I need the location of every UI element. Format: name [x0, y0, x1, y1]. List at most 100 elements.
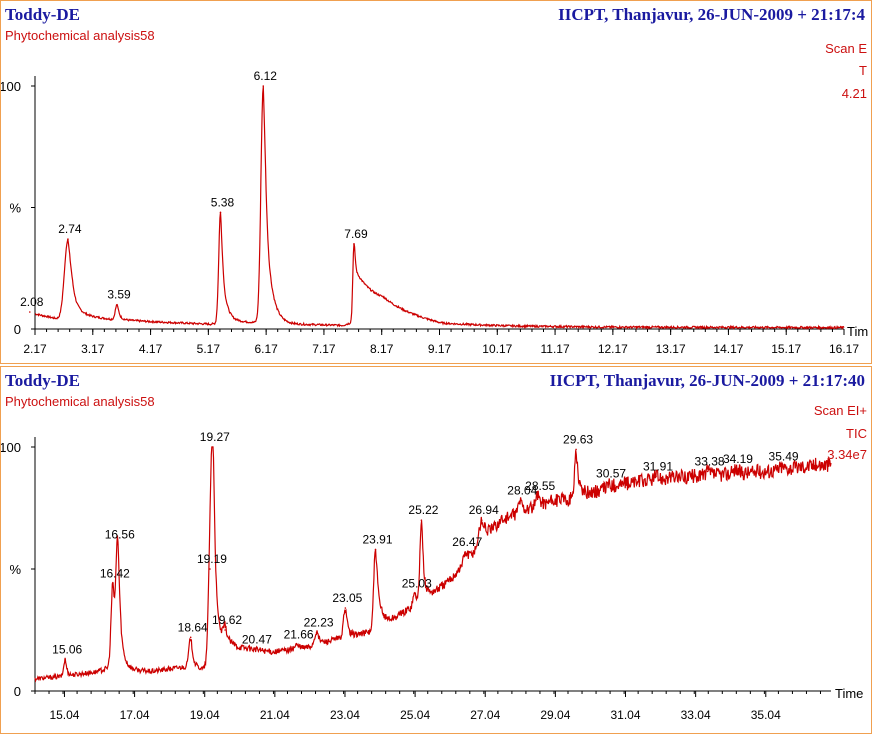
intensity-value: 3.34e7 — [827, 447, 867, 462]
peak-point — [116, 303, 118, 306]
x-tick-label: 21.04 — [260, 708, 290, 722]
x-tick-label: 9.17 — [428, 342, 452, 356]
peak-label: 34.19 — [723, 452, 753, 466]
peak-point — [254, 648, 256, 651]
x-tick-label: 15.17 — [771, 342, 801, 356]
peak-point — [116, 543, 119, 546]
x-tick-label: 31.04 — [610, 708, 640, 722]
peak-point — [295, 643, 298, 646]
peak-label: 6.12 — [254, 69, 278, 83]
peak-point — [608, 482, 610, 485]
peak-point — [211, 446, 214, 448]
peak-label: 3.59 — [107, 288, 131, 302]
scan-mode: Scan EI+ — [813, 403, 867, 418]
peak-label: 20.47 — [242, 633, 272, 647]
x-tick-label: 7.17 — [312, 342, 336, 356]
peak-label: 35.49 — [769, 450, 799, 464]
peak-label: 7.69 — [344, 227, 368, 241]
y-tick-label: 0 — [14, 684, 21, 699]
peak-point — [464, 551, 467, 553]
analysis-subtitle: Phytochemical analysis58 — [5, 28, 155, 43]
peak-point — [353, 243, 355, 245]
peak-label: 31.91 — [643, 459, 673, 473]
y-tick-label: 100 — [1, 79, 21, 94]
peak-label: 22.23 — [304, 615, 334, 629]
x-tick-label: 8.17 — [370, 342, 394, 356]
peak-point — [480, 519, 483, 521]
peak-point — [735, 468, 737, 470]
x-tick-label: 13.17 — [656, 342, 686, 356]
lab-date-header: IICPT, Thanjavur, 26-JUN-2009 + 21:17:40 — [549, 371, 865, 390]
peak-point — [209, 568, 211, 570]
peak-point — [374, 548, 377, 551]
x-tick-label: 11.17 — [541, 342, 570, 356]
peak-label: 33.38 — [695, 454, 725, 468]
x-tick-label: 3.17 — [81, 342, 105, 356]
sample-title: Toddy-DE — [5, 5, 80, 24]
x-tick-label: 10.17 — [482, 342, 512, 356]
y-tick-label: 100 — [1, 440, 21, 455]
peak-label: 25.22 — [408, 503, 438, 517]
peak-label: 18.64 — [178, 620, 208, 634]
peak-point — [413, 592, 416, 595]
peak-label: 26.47 — [452, 535, 482, 549]
chromatogram-plot-bottom: 0% 100 15.04 17.04 19.04 21.04 23.04 25.04 27.04… — [1, 430, 863, 722]
x-tick-label: 16.17 — [829, 342, 859, 356]
peak-label: 28.55 — [525, 479, 555, 493]
chromatogram-panel-top: Toddy-DE IICPT, Thanjavur, 26-JUN-2009 +… — [0, 0, 872, 364]
peak-point — [219, 211, 222, 214]
y-tick-label: 0 — [14, 322, 21, 337]
chromatogram-panel-bottom: Toddy-DE IICPT, Thanjavur, 26-JUN-2009 +… — [0, 366, 872, 734]
peak-point — [67, 238, 69, 240]
x-tick-label: 19.04 — [190, 708, 220, 722]
peak-label: 26.94 — [469, 503, 499, 517]
peak-label: 15.06 — [52, 642, 82, 656]
trace-type: TIC — [846, 426, 867, 441]
peak-point — [64, 658, 66, 661]
peak-label: 23.05 — [332, 591, 362, 605]
peak-label: 25.03 — [402, 576, 432, 590]
x-tick-label: 5.17 — [197, 342, 221, 356]
trace-type: T — [859, 63, 867, 78]
peak-label: 19.27 — [200, 430, 230, 444]
x-tick-label: 15.04 — [49, 708, 79, 722]
scan-mode: Scan E — [825, 41, 867, 56]
peak-label: 19.62 — [212, 613, 242, 627]
tic-trace — [35, 86, 845, 331]
x-tick-label: 27.04 — [470, 708, 500, 722]
x-tick-label: 12.17 — [598, 342, 628, 356]
peak-label: 5.38 — [211, 195, 235, 209]
x-tick-label: 33.04 — [681, 708, 711, 722]
peak-label: 2.74 — [58, 222, 82, 236]
peak-point — [262, 85, 265, 87]
x-tick-label: 35.04 — [751, 708, 781, 722]
peak-label: 16.42 — [100, 567, 130, 581]
peak-label: 28.04 — [507, 484, 537, 498]
peak-point — [780, 465, 783, 468]
x-tick-label: 25.04 — [400, 708, 430, 722]
sample-title: Toddy-DE — [5, 371, 80, 390]
x-tick-label: 6.17 — [254, 342, 278, 356]
intensity-value: 4.21 — [841, 86, 867, 101]
x-tick-label: 4.17 — [139, 342, 163, 356]
peak-label: 19.19 — [197, 552, 227, 566]
x-axis-label: Time — [835, 686, 863, 701]
x-tick-label: 23.04 — [330, 708, 360, 722]
peak-point — [224, 629, 226, 631]
peak-point — [519, 499, 522, 502]
chromatogram-plot-top: 0% 100 2.17 3.17 4.17 5.17 6.17 7.17 8.17 9.17 10.… — [1, 69, 868, 356]
x-axis-label: Tim — [847, 324, 868, 339]
peak-point — [315, 631, 318, 634]
peak-point — [537, 495, 539, 497]
peak-point — [575, 448, 577, 451]
lab-date-header: IICPT, Thanjavur, 26-JUN-2009 + 21:17:4 — [558, 5, 865, 24]
peak-label: 30.57 — [596, 467, 626, 481]
peak-point — [189, 636, 192, 639]
y-tick-label: % — [9, 201, 21, 216]
peak-point — [28, 311, 31, 313]
x-tick-label: 2.17 — [23, 342, 47, 356]
y-tick-label: % — [9, 562, 21, 577]
x-tick-label: 17.04 — [120, 708, 150, 722]
peak-label: 21.66 — [284, 628, 314, 642]
peak-label: 16.56 — [105, 528, 135, 542]
